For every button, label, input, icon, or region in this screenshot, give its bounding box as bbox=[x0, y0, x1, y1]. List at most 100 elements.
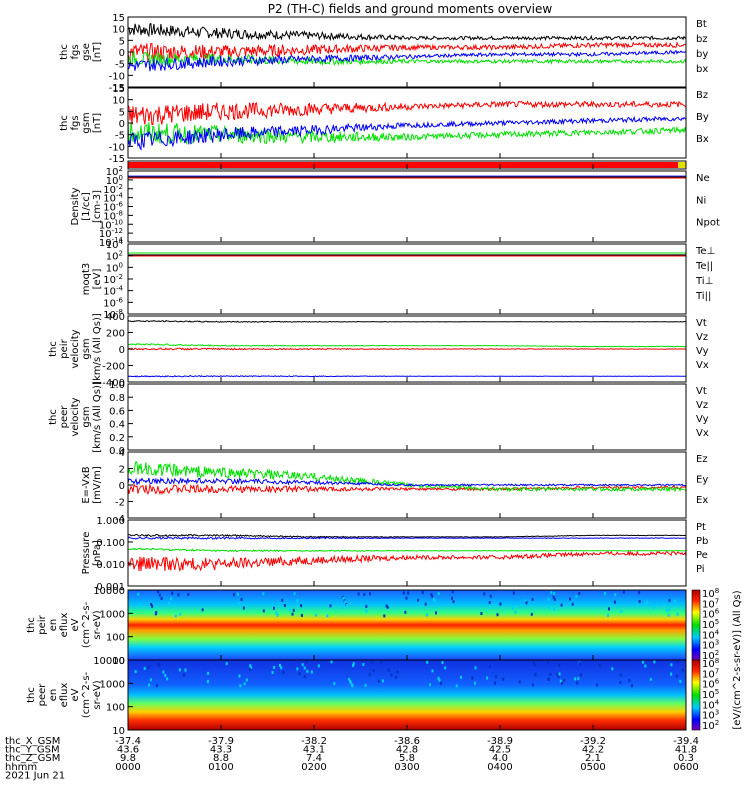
pressure-ytick-label: 0.001 bbox=[96, 582, 125, 593]
peer-spec-speckle bbox=[649, 677, 652, 681]
peir-spec-speckle bbox=[174, 614, 177, 618]
efield-series-Ey bbox=[127, 460, 687, 493]
peer-spec-speckle bbox=[675, 674, 678, 678]
peir-spec-speckle bbox=[157, 590, 159, 593]
fgs-gse-legend-0: Bt bbox=[696, 19, 707, 30]
peir-spec-speckle bbox=[232, 593, 235, 597]
fgs-gsm-ylabel: [nT] bbox=[92, 113, 103, 133]
peer-spec-speckle bbox=[184, 668, 187, 672]
peer-spec-speckle bbox=[164, 673, 167, 677]
temperature-legend-0: Te⊥ bbox=[695, 246, 715, 257]
peer-spec-speckle bbox=[387, 668, 390, 672]
peer-spec-speckle bbox=[563, 678, 566, 682]
fgs-gse-ytick-label: -5 bbox=[115, 60, 125, 71]
footer-value: 43.6 bbox=[117, 745, 139, 756]
peir-spec-speckle bbox=[168, 601, 170, 605]
peer-spec-ylabel: eflux bbox=[59, 683, 70, 708]
colorbar-tick: 105 bbox=[702, 618, 719, 631]
peir-spec-speckle bbox=[187, 592, 190, 596]
footer-value: 8.8 bbox=[213, 753, 229, 764]
footer-row-label: 2021 Jun 21 bbox=[5, 770, 65, 781]
peer-spec-speckle bbox=[305, 660, 308, 664]
peer-spec-speckle bbox=[279, 663, 281, 667]
peer-spec-speckle bbox=[249, 668, 252, 672]
fgs-gse-ytick-label: 0 bbox=[119, 48, 125, 59]
pressure-frame bbox=[127, 519, 687, 587]
footer-value: 0200 bbox=[301, 762, 326, 773]
pressure-legend-3: Pi bbox=[696, 564, 705, 575]
peir-spec-ytick-label: 10000 bbox=[93, 586, 125, 597]
peir-spec-ylabel: eV bbox=[70, 618, 81, 631]
peir-spec-speckle bbox=[383, 614, 386, 618]
peer-spec-speckle bbox=[249, 664, 252, 668]
colorbar-tick: 103 bbox=[702, 709, 719, 722]
density-ytick-label: 10-14 bbox=[99, 236, 124, 249]
peer-spec-speckle bbox=[578, 662, 581, 666]
peer-velocity-ytick-label: 0.4 bbox=[109, 420, 125, 431]
fgs-gsm-ylabel: gsm bbox=[81, 112, 92, 133]
footer-row-label: thc_Z_GSM bbox=[5, 753, 60, 764]
fgs-gsm-ytick-label: 15 bbox=[112, 84, 125, 95]
colorbar-tick: 102 bbox=[702, 719, 719, 732]
peer-spec-speckle bbox=[574, 677, 577, 681]
pressure-ytick-label: 0.010 bbox=[96, 560, 125, 571]
footer-value: 41.8 bbox=[675, 745, 697, 756]
peir-spec-speckle bbox=[636, 603, 639, 607]
peer-spec-speckle bbox=[330, 660, 333, 664]
peer-spec-speckle bbox=[306, 669, 309, 673]
peir-spec-speckle bbox=[262, 592, 265, 596]
peer-spec-speckle bbox=[598, 664, 601, 668]
peer-spec-speckle bbox=[250, 666, 253, 669]
peer-spec-speckle bbox=[580, 673, 582, 677]
peer-spec-speckle bbox=[396, 670, 399, 674]
peer-spec-speckle bbox=[628, 679, 631, 682]
fgs-gsm-ylabel: thc bbox=[59, 115, 70, 131]
efield-legend-2: Ex bbox=[696, 495, 708, 506]
peer-spec-ylabel: sr-eV) bbox=[92, 680, 103, 709]
pressure-series-Pi bbox=[127, 536, 686, 540]
peir-spec-speckle bbox=[435, 611, 437, 615]
colorbar-tick: 104 bbox=[702, 698, 720, 711]
peer-spec-speckle bbox=[206, 680, 209, 684]
peir-spec-speckle bbox=[424, 602, 427, 606]
fgs-gsm-legend-2: Bx bbox=[696, 134, 709, 145]
peer-spec-speckle bbox=[619, 673, 622, 677]
peer-spec-speckle bbox=[546, 660, 549, 664]
peer-spec-speckle bbox=[561, 681, 563, 685]
efield-legend-1: Ey bbox=[696, 475, 708, 486]
peir-spec-speckle bbox=[663, 603, 666, 607]
peer-spec-speckle bbox=[486, 676, 489, 680]
peir-velocity-ytick-label: -400 bbox=[102, 378, 125, 389]
footer-value: 0100 bbox=[208, 762, 233, 773]
peir-spec-speckle bbox=[369, 592, 371, 596]
peir-velocity-ytick-label: 0 bbox=[119, 345, 125, 356]
peer-spec-speckle bbox=[380, 660, 383, 664]
peir-velocity-ylabel: peir bbox=[59, 338, 70, 358]
peer-spec-speckle bbox=[349, 680, 352, 684]
peir-spec-speckle bbox=[405, 596, 408, 600]
peer-spec-speckle bbox=[676, 660, 679, 663]
peer-velocity-ytick-label: 0.8 bbox=[109, 393, 125, 404]
peer-spec-speckle bbox=[310, 670, 313, 674]
peir-spec-speckle bbox=[676, 612, 679, 616]
efield-ytick-label: -4 bbox=[115, 514, 125, 525]
efield-series-Ex bbox=[127, 477, 687, 487]
peer-spec-speckle bbox=[148, 683, 151, 687]
density-frame bbox=[127, 170, 687, 243]
pressure-legend-2: Pe bbox=[696, 550, 708, 561]
colorbar-tick: 106 bbox=[702, 608, 720, 621]
density-ytick-label: 10-12 bbox=[99, 227, 123, 240]
peer-spec-speckle bbox=[352, 662, 355, 666]
peir-spec-speckle bbox=[402, 591, 405, 595]
peir-spec-speckle bbox=[426, 613, 429, 617]
peir-spec-speckle bbox=[525, 601, 528, 605]
peer-spec-speckle bbox=[558, 663, 561, 667]
footer-value: 9.8 bbox=[120, 753, 136, 764]
peer-spec-speckle bbox=[317, 664, 320, 668]
footer-value: 0500 bbox=[580, 762, 605, 773]
peir-spec-speckle bbox=[578, 592, 581, 595]
peir-spec-speckle bbox=[329, 604, 332, 608]
peir-spec-speckle bbox=[622, 590, 625, 594]
